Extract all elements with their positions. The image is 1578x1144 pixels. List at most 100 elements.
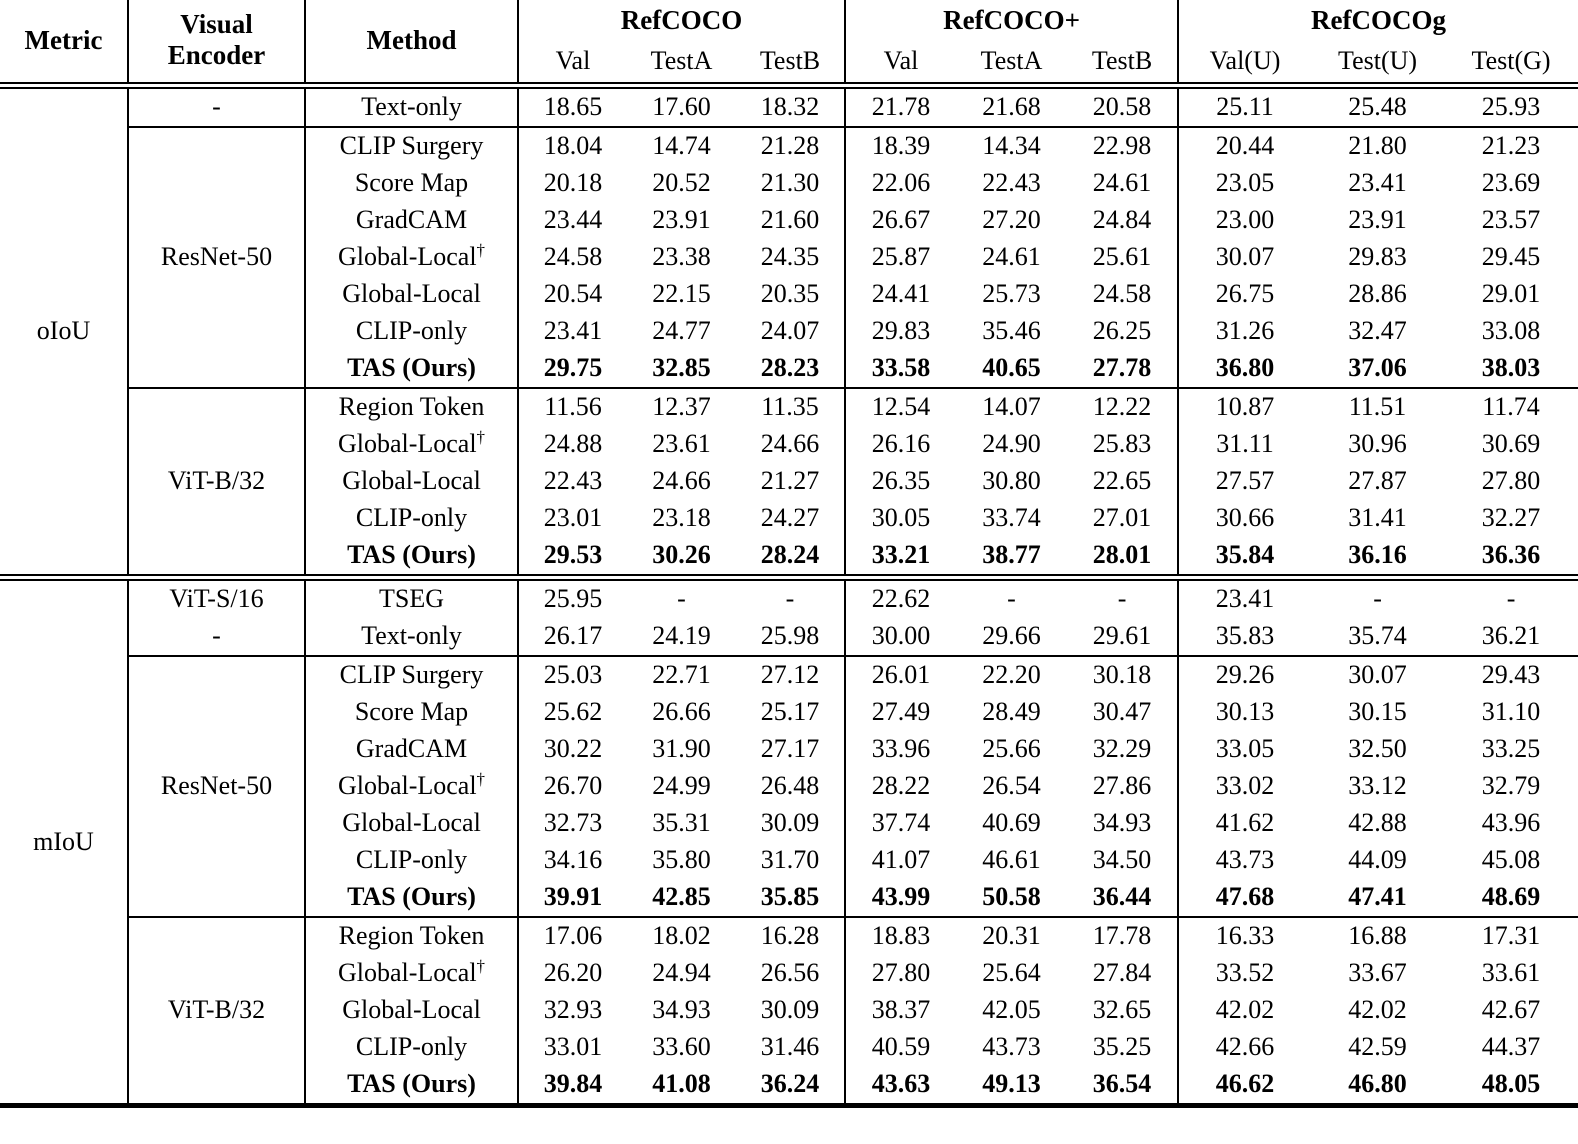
value-cell: 12.54 (871, 392, 931, 422)
value-cell: 28.01 (1067, 537, 1180, 581)
value-cell: 44.09 (1348, 845, 1407, 875)
value-cell: 22.20 (982, 660, 1041, 690)
value-cell: - (1506, 584, 1516, 614)
value-cell: 24.07 (736, 313, 847, 350)
col-header-refcoco-plus-val: Val (845, 41, 957, 89)
value-cell: - (677, 584, 686, 614)
header-row-splits: Val TestA TestB Val TestA TestB Val(U) T… (0, 41, 1578, 89)
value-cell: 33.52 (1215, 958, 1275, 988)
value-cell: 34.93 (1067, 805, 1180, 842)
table-row: TAS (Ours) 39.84 41.08 36.24 43.63 49.13 36.54… (0, 1066, 1578, 1108)
value-cell: 33.01 (543, 1032, 603, 1062)
value-cell: 26.16 (871, 429, 931, 459)
value-cell: 33.05 (1215, 734, 1275, 764)
value-cell: 40.59 (871, 1032, 931, 1062)
value-cell: 26.66 (652, 697, 711, 727)
value-cell: 26.48 (736, 768, 847, 805)
value-cell: 31.10 (1481, 697, 1541, 727)
value-cell: 34.50 (1067, 842, 1180, 879)
value-cell: 49.13 (956, 1066, 1068, 1108)
table-row: Score Map 20.18 20.52 21.30 22.06 22.43 24.61 2… (0, 165, 1578, 202)
value-cell: 45.08 (1481, 845, 1541, 875)
method-cell: CLIP-only (305, 500, 519, 537)
value-cell: 36.36 (1444, 537, 1578, 581)
method-name: CLIP Surgery (339, 131, 484, 161)
value-cell: 31.26 (1215, 316, 1275, 346)
value-cell: 25.48 (1311, 85, 1445, 128)
value-cell: 33.21 (845, 537, 957, 581)
method-name: TAS (Ours) (347, 1069, 476, 1099)
value-cell: 32.47 (1348, 316, 1407, 346)
value-cell: 33.60 (652, 1032, 711, 1062)
method-name: TAS (Ours) (347, 882, 476, 912)
value-cell: 30.13 (1215, 697, 1275, 727)
value-cell: 28.23 (736, 350, 847, 389)
value-cell: 38.77 (956, 537, 1068, 581)
value-cell: 23.69 (1481, 168, 1541, 198)
value-cell: 30.09 (736, 992, 847, 1029)
value-cell: 23.91 (1348, 205, 1407, 235)
value-cell: - (736, 577, 847, 618)
col-header-refcoco-plus-testb: TestB (1067, 41, 1180, 89)
value-cell: 38.37 (871, 995, 931, 1025)
value-cell: 46.61 (982, 845, 1041, 875)
value-cell: 24.41 (871, 279, 931, 309)
value-cell: 33.58 (845, 350, 957, 389)
value-cell: 21.60 (736, 202, 847, 239)
value-cell: 32.29 (1067, 731, 1180, 768)
dagger-mark: † (476, 240, 486, 260)
table-row: Global-Local 20.54 22.15 20.35 24.41 25.73 24.… (0, 276, 1578, 313)
col-header-metric: Metric (0, 0, 129, 89)
value-cell: 43.63 (845, 1066, 957, 1108)
method-name: Global-Local (342, 995, 481, 1025)
value-cell: 17.06 (543, 921, 603, 951)
value-cell: 42.02 (1348, 995, 1407, 1025)
value-cell: 46.62 (1178, 1066, 1312, 1108)
table-body: oIoU - Text-only 18.65 17.60 18.32 21.78 21.68 2… (0, 85, 1578, 1108)
value-cell: 22.98 (1067, 127, 1180, 165)
value-cell: 28.86 (1348, 279, 1407, 309)
value-cell: 26.25 (1067, 313, 1180, 350)
method-name: Global-Local (337, 771, 477, 801)
col-header-method: Method (305, 0, 519, 89)
value-cell: 48.69 (1444, 879, 1578, 918)
method-name: Global-Local (342, 808, 481, 838)
value-cell: 34.16 (543, 845, 603, 875)
value-cell: 27.80 (871, 958, 931, 988)
value-cell: 28.22 (871, 771, 931, 801)
method-name: Region Token (338, 921, 485, 951)
value-cell: 27.86 (1067, 768, 1180, 805)
value-cell: 22.71 (652, 660, 711, 690)
value-cell: 33.12 (1348, 771, 1407, 801)
value-cell: 12.37 (652, 392, 711, 422)
value-cell: 48.05 (1444, 1066, 1578, 1108)
value-cell: 25.83 (1067, 426, 1180, 463)
value-cell: 30.96 (1348, 429, 1407, 459)
method-name: Global-Local (337, 958, 477, 988)
value-cell: 25.95 (543, 584, 603, 614)
value-cell: 32.50 (1348, 734, 1407, 764)
method-name: Global-Local (337, 429, 477, 459)
value-cell: 23.05 (1215, 168, 1275, 198)
method-cell: CLIP Surgery (305, 127, 519, 165)
value-cell: 32.73 (543, 808, 603, 838)
visual-encoder-cell: ViT-B/32 (128, 917, 306, 1108)
value-cell: 38.03 (1444, 350, 1578, 389)
value-cell: 25.11 (1178, 85, 1312, 128)
value-cell: 30.07 (1348, 660, 1407, 690)
value-cell: 29.66 (956, 618, 1068, 657)
value-cell: 25.73 (982, 279, 1041, 309)
table-row: ResNet-50 CLIP Surgery 18.04 14.74 21.28 18.3… (0, 127, 1578, 389)
value-cell: 42.02 (1215, 995, 1275, 1025)
method-name: TAS (Ours) (347, 540, 476, 570)
value-cell: 11.56 (544, 392, 602, 422)
value-cell: 32.85 (627, 350, 736, 389)
col-header-refcoco-plus-testa: TestA (956, 41, 1068, 89)
value-cell: 30.47 (1067, 694, 1180, 731)
method-name: CLIP-only (355, 1032, 468, 1062)
table-row: TAS (Ours) 29.75 32.85 28.23 33.58 40.65 27.78… (0, 350, 1578, 389)
col-header-refcoco-testb: TestB (736, 41, 847, 89)
table-row: CLIP-only 34.16 35.80 31.70 41.07 46.61 34.50 4… (0, 842, 1578, 879)
col-header-refcocog-testg: Test(G) (1444, 41, 1578, 89)
value-cell: 27.78 (1067, 350, 1180, 389)
